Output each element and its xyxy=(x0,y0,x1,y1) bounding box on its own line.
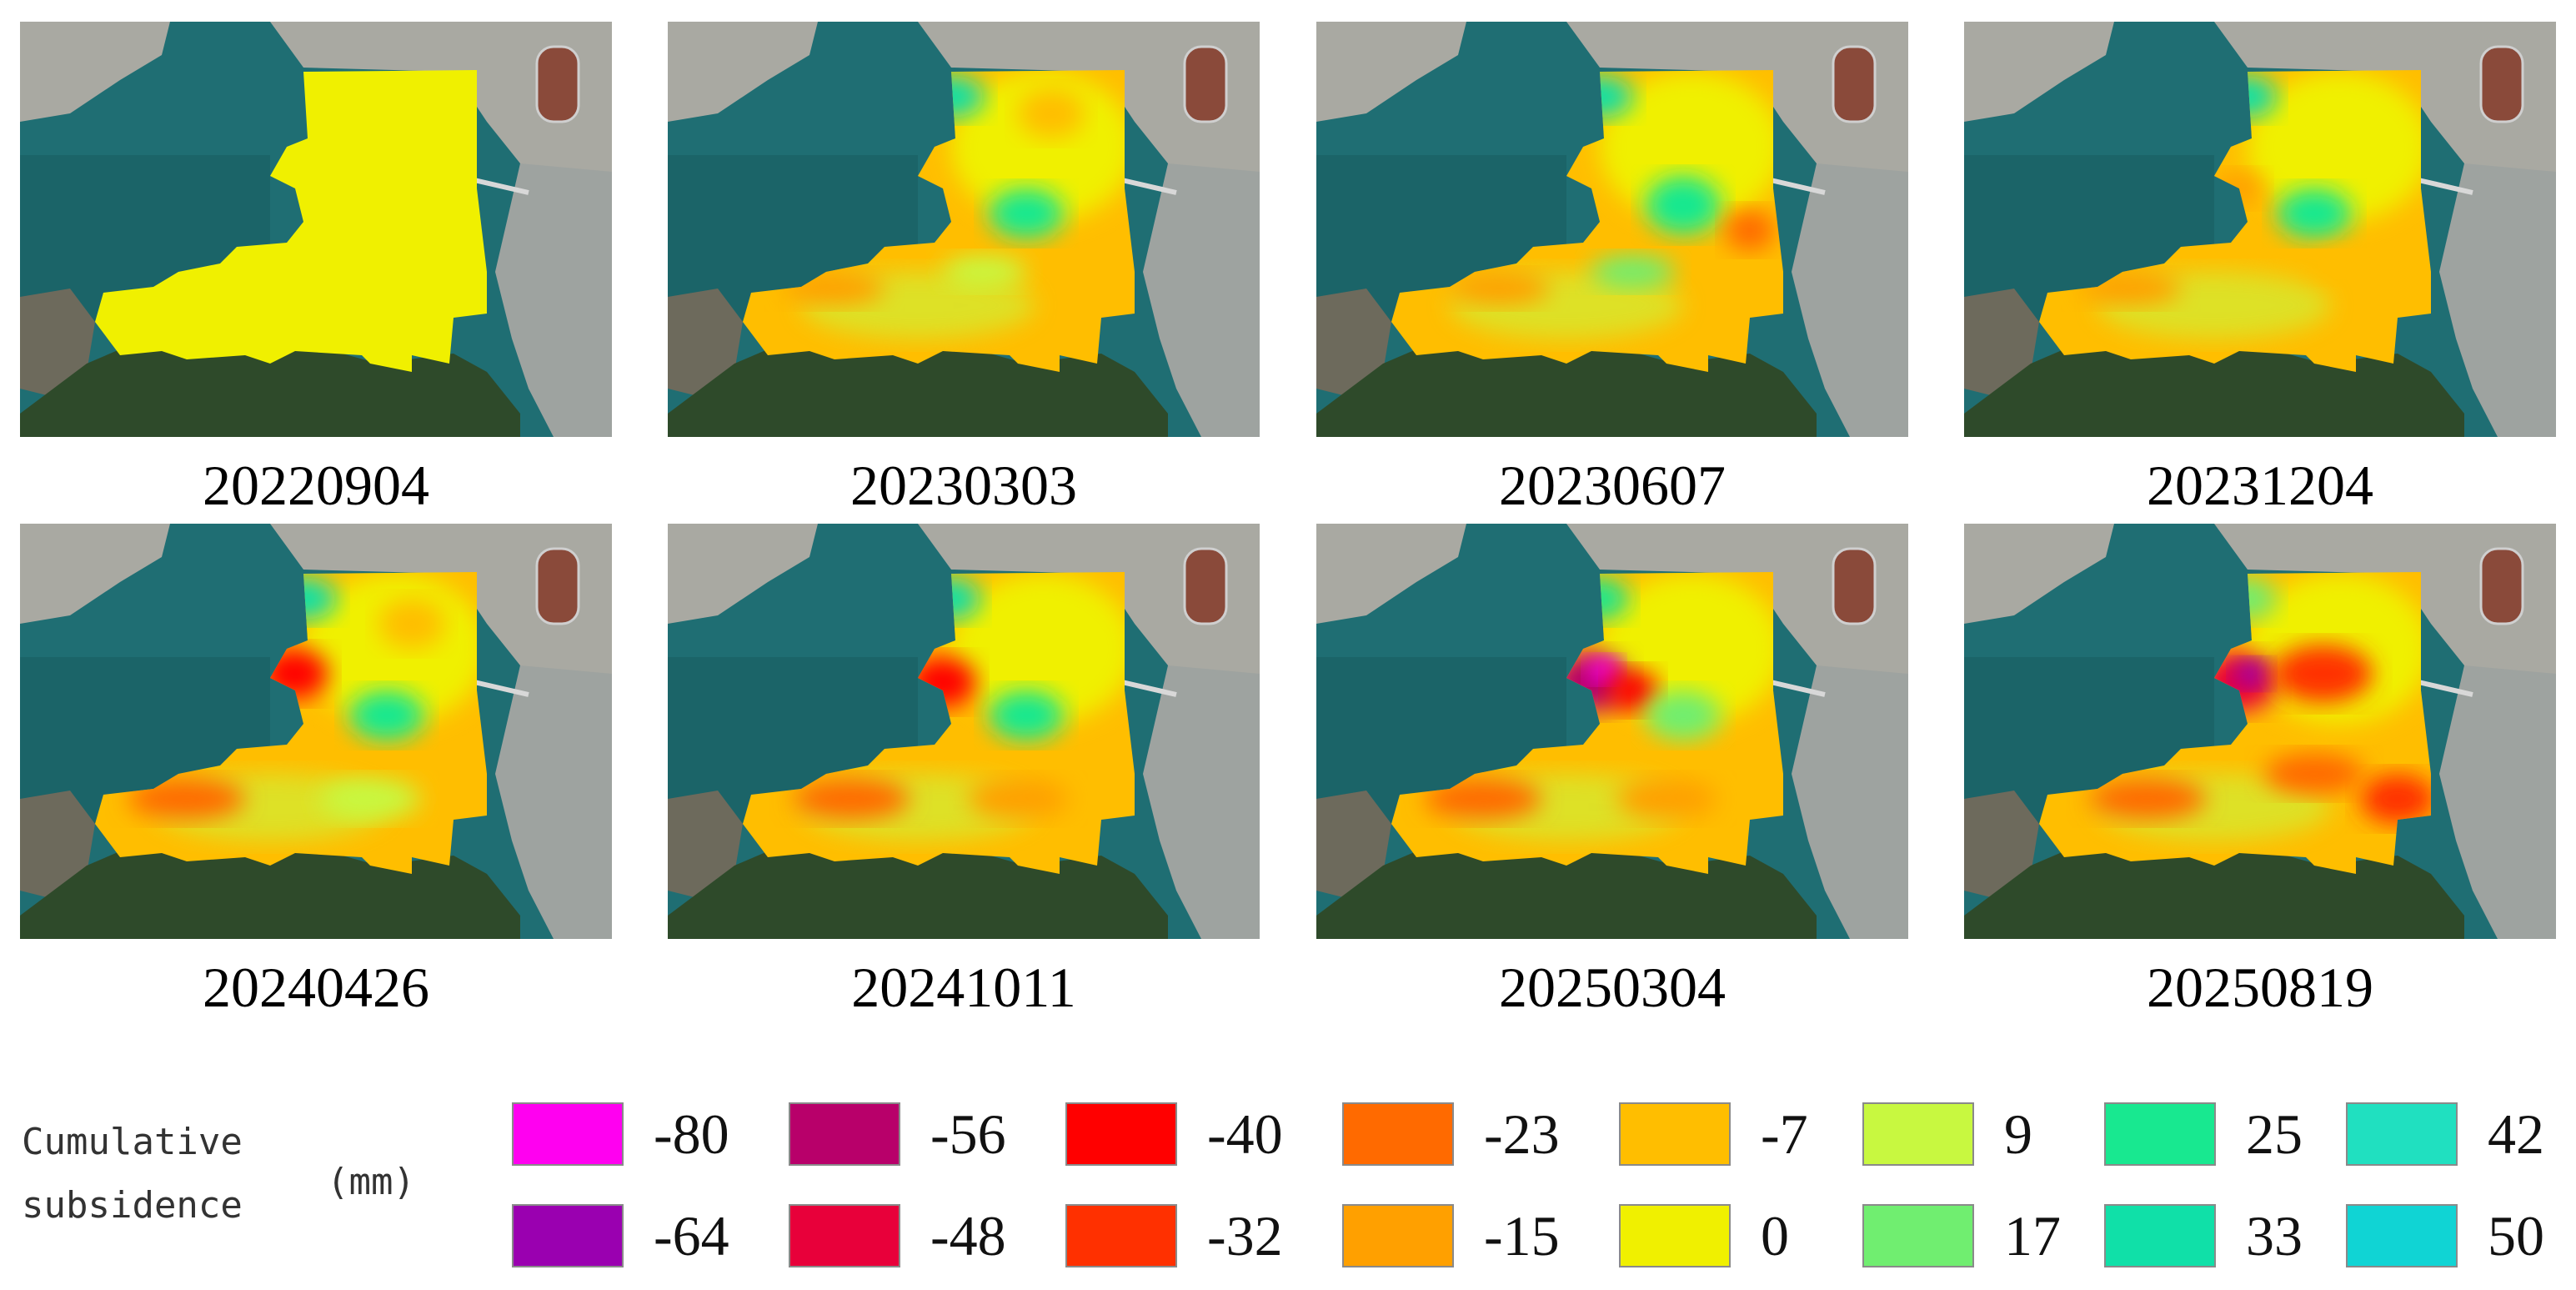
legend-value-label: -80 xyxy=(654,1102,729,1166)
legend-swatch xyxy=(1342,1102,1454,1166)
legend-swatch xyxy=(2346,1102,2458,1166)
legend-swatch xyxy=(2104,1102,2216,1166)
satellite-map xyxy=(1316,524,1908,939)
panel-date-label: 20231204 xyxy=(2147,454,2373,517)
urban-area xyxy=(2439,163,2556,437)
legend-swatch xyxy=(512,1204,624,1267)
coastline-land xyxy=(1316,22,1466,122)
panel-date-label: 20220904 xyxy=(203,454,429,517)
satellite-map xyxy=(668,22,1260,437)
satellite-map xyxy=(668,524,1260,939)
map-panel xyxy=(1964,22,2556,437)
legend-unit: (mm) xyxy=(327,1161,415,1203)
legend-value-label: 9 xyxy=(2004,1102,2032,1166)
map-panel xyxy=(668,22,1260,437)
legend-value-label: 17 xyxy=(2004,1204,2061,1267)
satellite-map xyxy=(1964,524,2556,939)
coastline-land xyxy=(668,22,818,122)
panel-date-label: 20230303 xyxy=(850,454,1077,517)
urban-area xyxy=(495,163,612,437)
legend-title-line2: subsidence xyxy=(22,1184,243,1227)
legend-swatch xyxy=(789,1102,900,1166)
legend-swatch xyxy=(512,1102,624,1166)
legend-value-label: 50 xyxy=(2488,1204,2544,1267)
legend-swatch xyxy=(1342,1204,1454,1267)
legend-value-label: 0 xyxy=(1761,1204,1789,1267)
legend-value-label: -40 xyxy=(1207,1102,1283,1166)
legend-swatch xyxy=(1619,1102,1731,1166)
map-panel xyxy=(1964,524,2556,939)
urban-area xyxy=(495,665,612,939)
legend-swatch xyxy=(1862,1204,1974,1267)
legend-value-label: -15 xyxy=(1484,1204,1560,1267)
legend-value-label: -32 xyxy=(1207,1204,1283,1267)
urban-area xyxy=(2439,665,2556,939)
urban-area xyxy=(1792,163,1908,437)
legend-swatch xyxy=(1619,1204,1731,1267)
map-panel xyxy=(20,22,612,437)
panel-date-label: 20241011 xyxy=(851,956,1076,1019)
legend-title-line1: Cumulative xyxy=(22,1121,243,1163)
legend-swatch xyxy=(789,1204,900,1267)
legend-swatch xyxy=(2346,1204,2458,1267)
legend-swatch xyxy=(2104,1204,2216,1267)
satellite-map xyxy=(1316,22,1908,437)
coastline-land xyxy=(1964,524,2114,624)
panel-date-label: 20250819 xyxy=(2147,956,2373,1019)
legend-value-label: -64 xyxy=(654,1204,729,1267)
urban-area xyxy=(1792,665,1908,939)
legend-swatch xyxy=(1065,1102,1177,1166)
panel-date-label: 20230607 xyxy=(1499,454,1726,517)
legend-value-label: 25 xyxy=(2246,1102,2303,1166)
coastline-land xyxy=(1316,524,1466,624)
legend-value-label: -23 xyxy=(1484,1102,1560,1166)
urban-area xyxy=(1143,665,1260,939)
legend-swatch xyxy=(1862,1102,1974,1166)
satellite-map xyxy=(20,524,612,939)
coastline-land xyxy=(20,22,170,122)
panel-date-label: 20240426 xyxy=(203,956,429,1019)
legend-value-label: 33 xyxy=(2246,1204,2303,1267)
map-panel xyxy=(20,524,612,939)
panel-date-label: 20250304 xyxy=(1499,956,1726,1019)
legend-swatch xyxy=(1065,1204,1177,1267)
map-panel xyxy=(1316,524,1908,939)
coastline-land xyxy=(1964,22,2114,122)
legend-value-label: 42 xyxy=(2488,1102,2544,1166)
legend-value-label: -56 xyxy=(930,1102,1006,1166)
urban-area xyxy=(1143,163,1260,437)
legend-value-label: -48 xyxy=(930,1204,1006,1267)
legend-value-label: -7 xyxy=(1761,1102,1808,1166)
satellite-map xyxy=(20,22,612,437)
satellite-map xyxy=(1964,22,2556,437)
map-panel xyxy=(668,524,1260,939)
coastline-land xyxy=(668,524,818,624)
map-panel xyxy=(1316,22,1908,437)
coastline-land xyxy=(20,524,170,624)
